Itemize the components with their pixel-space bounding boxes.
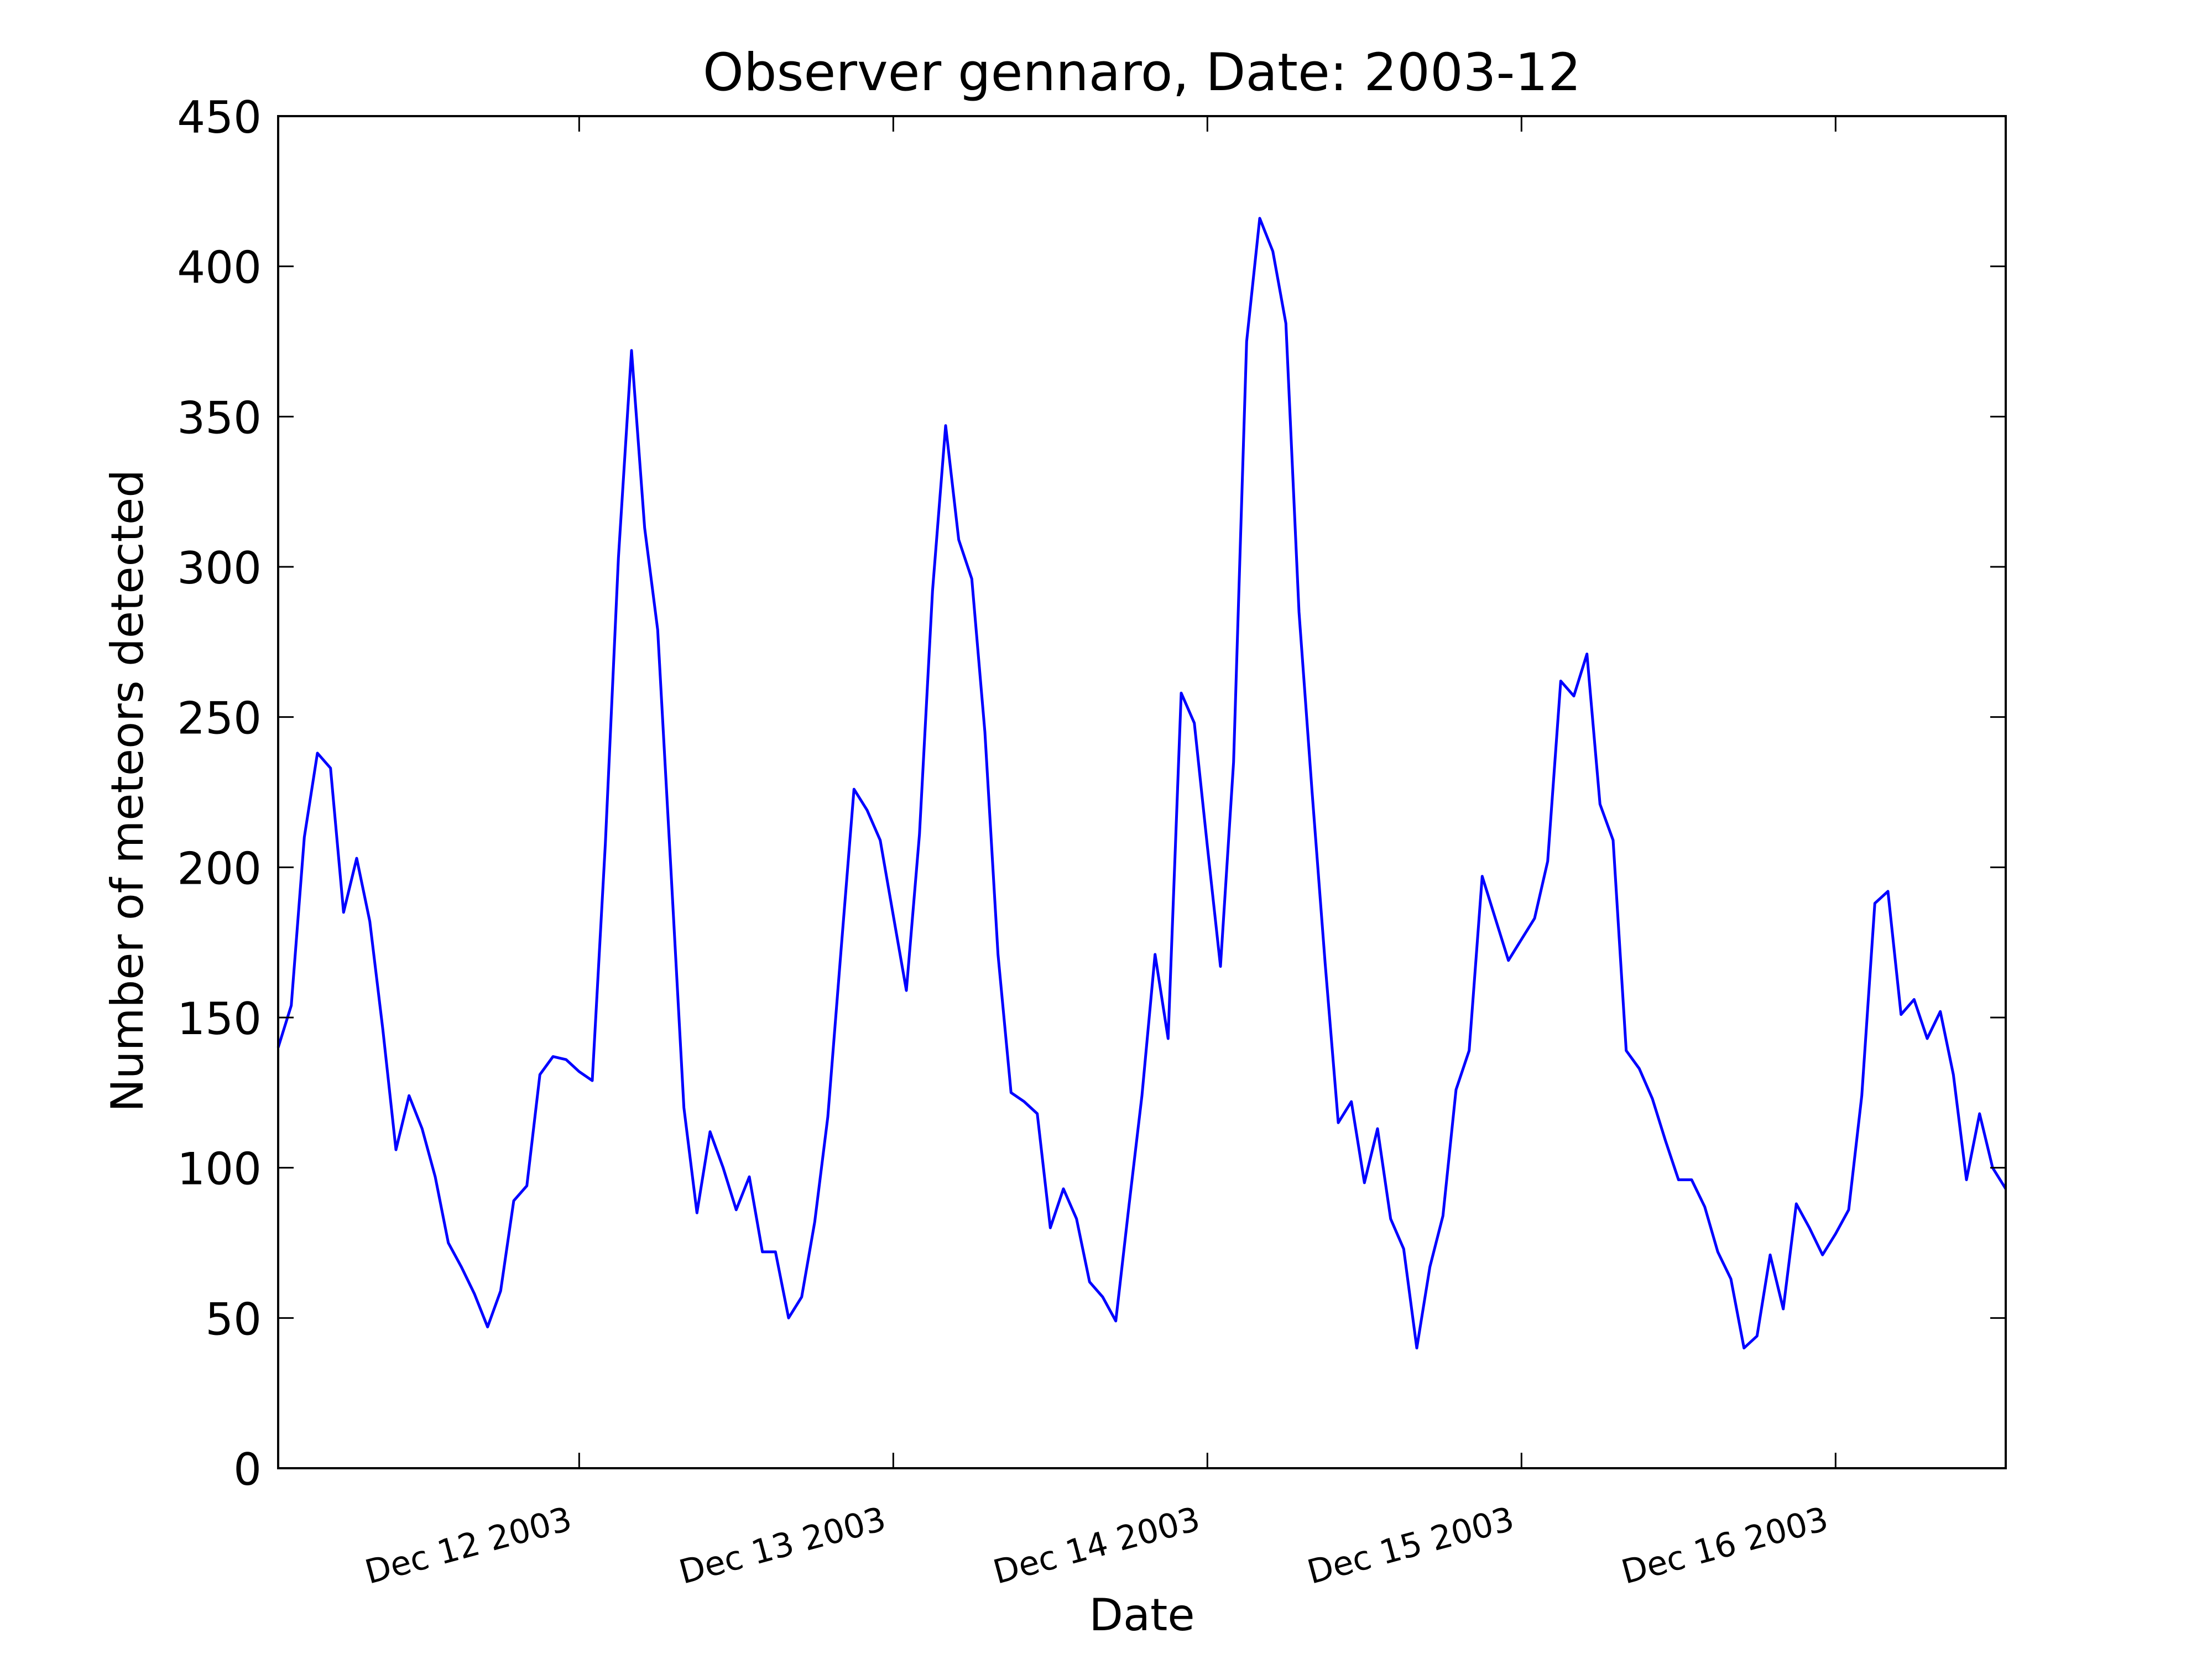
y-tick-label: 50 (205, 1293, 262, 1345)
y-tick-label: 350 (177, 392, 262, 444)
y-tick-label: 450 (177, 92, 262, 143)
y-tick-label: 300 (177, 542, 262, 594)
series-line (276, 217, 2007, 1350)
y-tick-label: 0 (233, 1444, 262, 1495)
chart-title: Observer gennaro, Date: 2003-12 (703, 43, 1581, 103)
x-axis-label: Date (1089, 1589, 1194, 1641)
y-tick-label: 150 (177, 993, 262, 1045)
y-tick-label: 100 (177, 1144, 262, 1195)
y-tick-label: 200 (177, 843, 262, 894)
y-axis-label: Number of meteors detected (102, 469, 153, 1112)
y-tick-label: 400 (177, 242, 262, 294)
axes-frame (277, 115, 2007, 1469)
y-tick-label: 250 (177, 693, 262, 744)
